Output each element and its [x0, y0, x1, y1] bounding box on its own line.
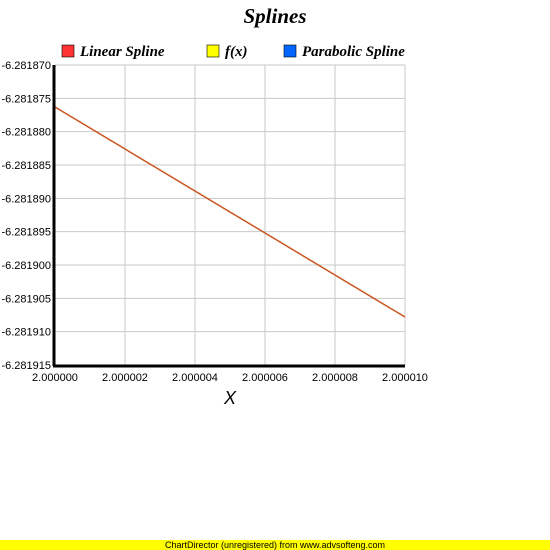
legend-label-parabolic-spline: Parabolic Spline — [302, 44, 405, 60]
series-line-linear-spline — [54, 106, 406, 318]
y-tick-label: -6.281915 — [1, 360, 51, 372]
x-tick-label: 2.000004 — [172, 372, 218, 384]
y-tick-label: -6.281900 — [1, 260, 51, 272]
series-layer — [54, 106, 406, 318]
y-tick-label: -6.281895 — [1, 227, 51, 239]
axes — [52, 65, 405, 368]
y-tick-labels: -6.281870 -6.281875 -6.281880 -6.281885 -6.2… — [1, 60, 51, 372]
x-tick-label: 2.000010 — [382, 372, 428, 384]
x-tick-label: 2.000008 — [312, 372, 358, 384]
y-tick-label: -6.281910 — [1, 327, 51, 339]
x-tick-labels: 2.000000 2.000002 2.000004 2.000006 2.000008… — [32, 372, 428, 384]
watermark-banner: ChartDirector (unregistered) from www.ad… — [0, 540, 550, 550]
legend-label-f-x: f(x) — [225, 44, 248, 60]
y-tick-label: -6.281885 — [1, 160, 51, 172]
legend-swatch-parabolic-spline — [283, 44, 297, 58]
legend-label-linear-spline: Linear Spline — [79, 44, 165, 60]
y-tick-label: -6.281875 — [1, 93, 51, 105]
y-tick-label: -6.281880 — [1, 127, 51, 139]
y-tick-label: -6.281905 — [1, 293, 51, 305]
x-tick-label: 2.000006 — [242, 372, 288, 384]
y-tick-label: -6.281870 — [1, 60, 51, 72]
x-tick-label: 2.000002 — [102, 372, 148, 384]
legend-swatch-f-x — [206, 44, 220, 58]
plot-area — [55, 65, 405, 365]
legend-swatch-linear-spline — [61, 44, 75, 58]
y-tick-label: -6.281890 — [1, 193, 51, 205]
grid — [55, 64, 406, 365]
chart-title: Splines — [243, 4, 306, 28]
x-tick-label: 2.000000 — [32, 372, 78, 384]
x-axis-label: X — [223, 388, 237, 408]
